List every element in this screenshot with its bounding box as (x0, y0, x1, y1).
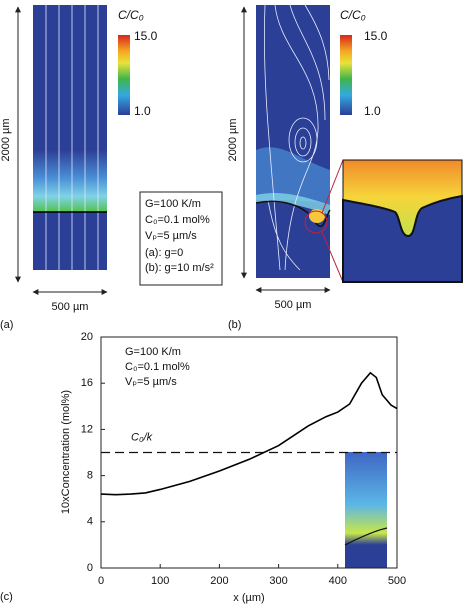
x-tick-label: 200 (210, 575, 228, 587)
solute-band (33, 150, 107, 212)
x-tick-label: 300 (269, 575, 287, 587)
y-tick-label: 12 (81, 423, 93, 435)
x-tick-label: 500 (388, 575, 406, 587)
colorbar (340, 35, 352, 115)
x-tick-label: 100 (151, 575, 169, 587)
interface (255, 200, 331, 228)
x-axis-label: x (µm) (233, 592, 264, 604)
line-chart: (c) x (µm) 10xConcentration (mol%) G=100… (0, 331, 406, 604)
inset-image (345, 452, 387, 568)
annotation: Vₚ=5 µm/s (125, 376, 177, 388)
y-tick-label: 20 (81, 331, 93, 343)
zoom-line (321, 231, 344, 283)
panel-label: (b) (228, 319, 241, 331)
annotation: G=100 K/m (125, 346, 181, 358)
x-tick-label: 400 (329, 575, 347, 587)
zoom-solid (342, 194, 463, 283)
streamlines (263, 4, 330, 271)
solute-band (256, 147, 330, 205)
condition: Vₚ=5 µm/s (145, 230, 197, 242)
colorbar-title: C/C₀ (118, 8, 144, 22)
annotation: C₀=0.1 mol% (125, 361, 190, 373)
y-axis-label: 10xConcentration (mol%) (60, 390, 72, 514)
zoom-line (321, 159, 344, 214)
condition: (a): g=0 (145, 247, 183, 259)
y-tick-label: 8 (87, 470, 93, 482)
y-tick-label: 4 (87, 516, 93, 528)
condition: G=100 K/m (145, 198, 201, 210)
height-label: 2000 µm (0, 118, 12, 161)
sim-image (33, 5, 107, 270)
reference-label: C₀/k (131, 431, 153, 443)
panel-label: (c) (0, 591, 13, 603)
colorbar-min: 1.0 (364, 104, 381, 118)
colorbar-min: 1.0 (134, 104, 151, 118)
panel-a: C/C₀ 15.0 1.0 2000 µm 500 µm (a) (0, 5, 158, 331)
inset-interface (344, 527, 388, 546)
zoom-circle (304, 210, 328, 234)
width-label: 500 µm (275, 299, 312, 311)
sim-image (256, 5, 330, 278)
panel-label: (a) (0, 319, 13, 331)
streamlines (45, 5, 99, 270)
panel-b: C/C₀ 15.0 1.0 2000 µm 500 µm (b) (227, 4, 463, 331)
y-tick-label: 16 (81, 377, 93, 389)
conditions-box: G=100 K/m C₀=0.1 mol% Vₚ=5 µm/s (a): g=0… (139, 191, 223, 286)
colorbar-title: C/C₀ (340, 8, 366, 22)
width-label: 500 µm (52, 301, 89, 313)
condition: (b): g=10 m/s² (145, 262, 214, 274)
x-tick-label: 0 (98, 575, 104, 587)
box (139, 191, 223, 286)
colorbar-max: 15.0 (134, 29, 158, 43)
colorbar-max: 15.0 (364, 29, 388, 43)
data-line (100, 371, 398, 496)
y-tick-label: 0 (87, 562, 93, 574)
height-label: 2000 µm (227, 118, 239, 161)
colorbar (118, 35, 130, 115)
condition: C₀=0.1 mol% (145, 214, 210, 226)
